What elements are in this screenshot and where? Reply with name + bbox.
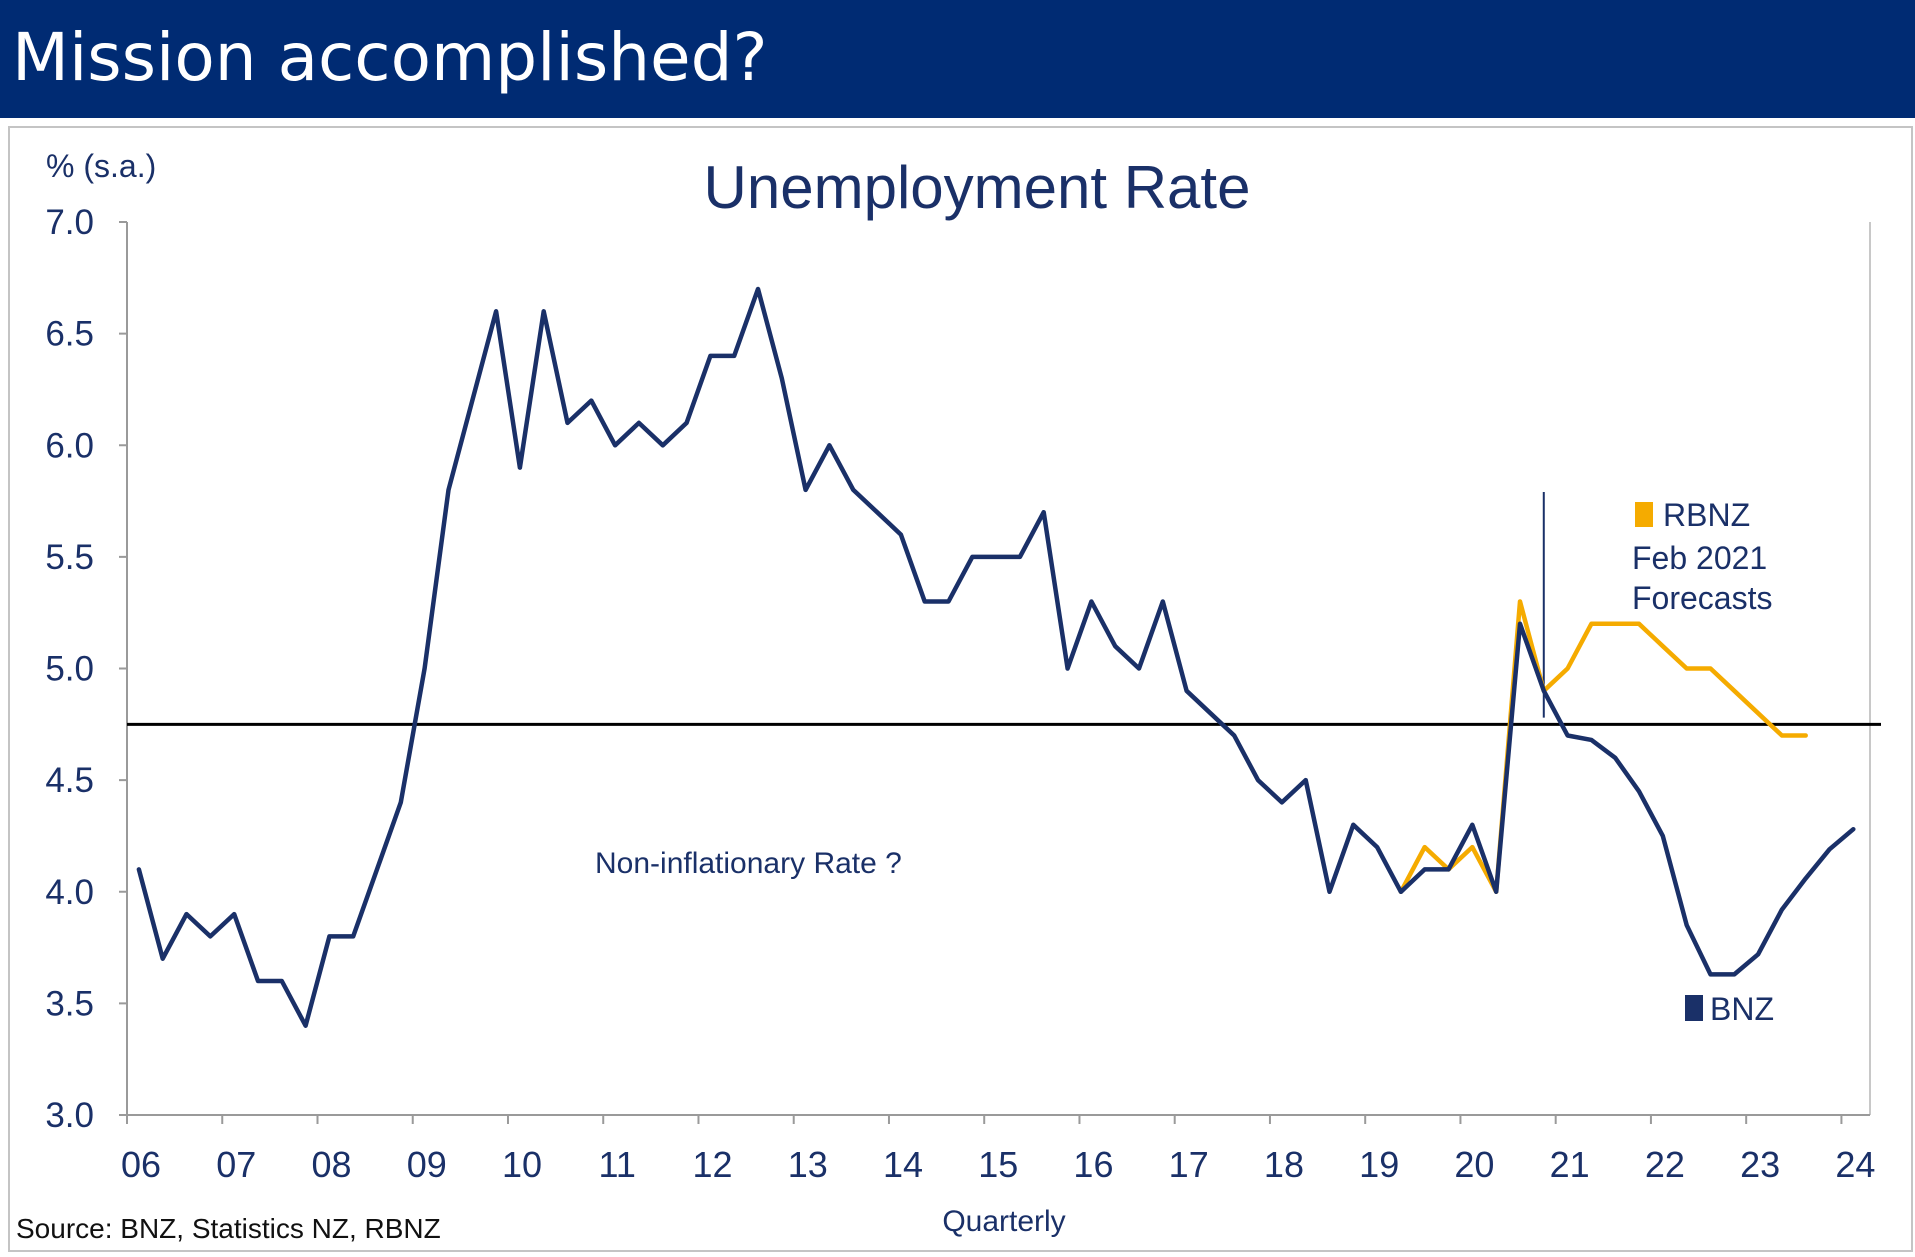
x-tick-label: 14 bbox=[883, 1144, 923, 1185]
legend-swatch-rbnz bbox=[1635, 502, 1653, 527]
x-tick-label: 09 bbox=[407, 1144, 447, 1185]
series-line-rbnz bbox=[1398, 599, 1808, 895]
x-tick-label: 22 bbox=[1645, 1144, 1685, 1185]
x-tick-label: 24 bbox=[1835, 1144, 1875, 1185]
x-tick-label: 16 bbox=[1073, 1144, 1113, 1185]
reference-line-label: Non-inflationary Rate ? bbox=[595, 847, 902, 880]
x-tick-label: 10 bbox=[502, 1144, 542, 1185]
x-axis-label: Quarterly bbox=[942, 1205, 1065, 1238]
legend-sublabel-rbnz: Feb 2021 bbox=[1632, 540, 1767, 576]
y-tick-label: 5.5 bbox=[45, 538, 94, 577]
x-tick-label: 06 bbox=[121, 1144, 161, 1185]
x-tick-label: 12 bbox=[692, 1144, 732, 1185]
y-tick-label: 3.0 bbox=[45, 1096, 94, 1135]
x-tick-label: 23 bbox=[1740, 1144, 1780, 1185]
y-tick-label: 3.5 bbox=[45, 984, 94, 1023]
plot-area: 3.0 3.5 4.0 4.5 5.0 5.5 6.0 6.5 7.0 06 07 08 09 10 11 1… bbox=[45, 203, 1881, 1185]
unemployment-chart: Unemployment Rate % (s.a.) Quarterly Sou… bbox=[16, 148, 1881, 1244]
y-tick-label: 7.0 bbox=[45, 203, 94, 242]
x-tick-label: 18 bbox=[1264, 1144, 1304, 1185]
y-tick-label: 4.0 bbox=[45, 873, 94, 912]
x-tick-label: 08 bbox=[311, 1144, 351, 1185]
x-tick-label: 07 bbox=[216, 1144, 256, 1185]
source-note: Source: BNZ, Statistics NZ, RBNZ bbox=[16, 1213, 441, 1244]
title-banner: Mission accomplished? bbox=[0, 0, 1915, 118]
legend-label-bnz: BNZ bbox=[1710, 991, 1774, 1027]
legend-sublabel-rbnz: Forecasts bbox=[1632, 580, 1772, 616]
y-tick-label: 6.0 bbox=[45, 426, 94, 465]
x-tick-label: 17 bbox=[1169, 1144, 1209, 1185]
banner-title: Mission accomplished? bbox=[12, 19, 768, 96]
chart-frame: Unemployment Rate % (s.a.) Quarterly Sou… bbox=[8, 126, 1913, 1252]
legend-swatch-bnz bbox=[1685, 995, 1703, 1021]
y-axis-unit-label: % (s.a.) bbox=[46, 148, 156, 184]
y-tick-label: 5.0 bbox=[45, 650, 94, 689]
legend-label-rbnz: RBNZ bbox=[1663, 497, 1750, 533]
x-tick-label: 11 bbox=[599, 1144, 636, 1185]
x-tick-label: 20 bbox=[1454, 1144, 1494, 1185]
chart-title: Unemployment Rate bbox=[704, 154, 1251, 221]
x-tick-label: 13 bbox=[788, 1144, 828, 1185]
x-tick-label: 19 bbox=[1359, 1144, 1399, 1185]
x-tick-label: 15 bbox=[978, 1144, 1018, 1185]
y-tick-label: 6.5 bbox=[45, 315, 94, 354]
y-tick-label: 4.5 bbox=[45, 761, 94, 800]
series-line-bnz bbox=[136, 286, 1856, 1028]
x-tick-label: 21 bbox=[1550, 1144, 1590, 1185]
